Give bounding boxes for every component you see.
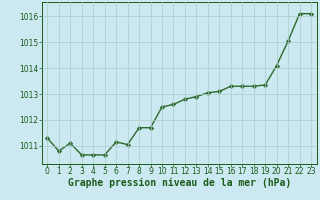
X-axis label: Graphe pression niveau de la mer (hPa): Graphe pression niveau de la mer (hPa) [68,178,291,188]
